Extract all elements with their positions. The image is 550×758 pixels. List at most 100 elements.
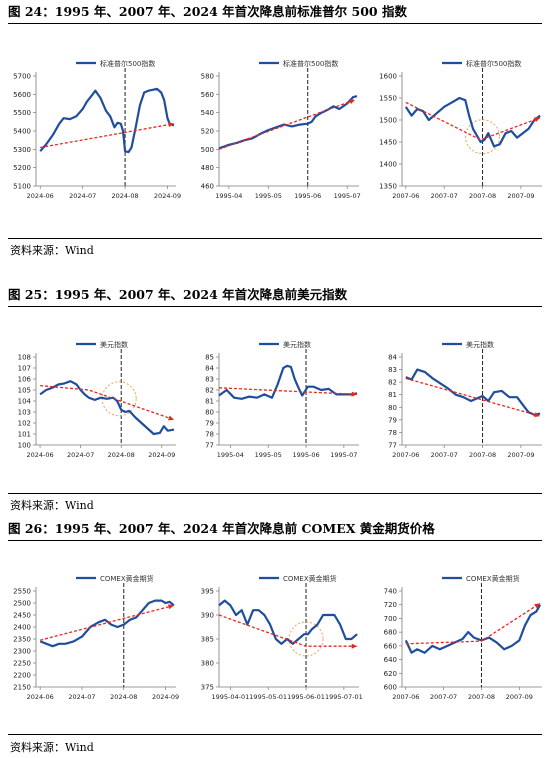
y-tick-label: 77 bbox=[388, 442, 397, 450]
trend-arrowhead bbox=[534, 603, 541, 609]
trend-arrowhead bbox=[351, 643, 358, 649]
trend-line bbox=[218, 387, 358, 396]
x-tick-label: 2024-07 bbox=[68, 693, 95, 701]
y-tick-label: 5100 bbox=[13, 183, 31, 191]
series-line bbox=[39, 599, 175, 648]
x-tick-label: 1995-04 bbox=[217, 451, 244, 459]
x-tick-label: 1995-06 bbox=[294, 192, 321, 200]
y-tick-label: 1500 bbox=[379, 117, 397, 125]
y-tick-label: 2250 bbox=[13, 660, 31, 668]
x-tick-label: 1995-05-01 bbox=[249, 693, 287, 701]
trend-line bbox=[218, 614, 358, 647]
chart-gold-2007: COMEX黄金期货 600 620 640 660 680 700 720 740 2007-06… bbox=[384, 574, 542, 701]
source-26: 资料来源：Wind bbox=[10, 741, 94, 754]
trend-arrowhead bbox=[349, 99, 356, 105]
x-tick-label: 2007-06 bbox=[392, 192, 419, 200]
y-tick-label: 80 bbox=[388, 404, 397, 412]
chart-sp500-1995: 标准普尔500指数 460 480 500 520 540 560 580 1995-04 199… bbox=[201, 59, 361, 200]
y-tick-label: 84 bbox=[388, 354, 397, 362]
y-tick-label: 660 bbox=[384, 642, 397, 650]
y-tick-label: 81 bbox=[388, 391, 397, 399]
trend-arrowhead bbox=[168, 604, 174, 610]
legend-label: COMEX黄金期货 bbox=[283, 574, 337, 583]
y-tick-label: 480 bbox=[201, 164, 214, 172]
legend-label: 标准普尔500指数 bbox=[100, 59, 155, 68]
trend-line bbox=[40, 604, 175, 641]
x-tick-label: 2024-07 bbox=[67, 451, 94, 459]
y-tick-label: 101 bbox=[18, 431, 31, 439]
x-tick-label: 2024-06 bbox=[27, 192, 54, 200]
x-tick-label: 1995-05 bbox=[255, 192, 282, 200]
x-tick-label: 2007-08 bbox=[468, 693, 495, 701]
y-tick-label: 2550 bbox=[13, 588, 31, 596]
y-tick-label: 104 bbox=[18, 398, 32, 406]
title-rule-26 bbox=[8, 540, 542, 541]
y-tick-label: 520 bbox=[201, 128, 214, 136]
series-line bbox=[404, 604, 542, 654]
trend-arrowhead bbox=[168, 415, 174, 421]
y-tick-label: 1450 bbox=[379, 139, 397, 147]
y-tick-label: 1400 bbox=[379, 161, 397, 169]
source-25: 资料来源：Wind bbox=[10, 499, 94, 512]
legend-label: 标准普尔500指数 bbox=[466, 59, 521, 68]
y-tick-label: 385 bbox=[201, 636, 214, 644]
x-tick-label: 2024-09 bbox=[152, 693, 179, 701]
x-tick-label: 1995-07-01 bbox=[325, 693, 363, 701]
highlight-circle bbox=[288, 621, 324, 657]
y-tick-label: 82 bbox=[388, 379, 397, 387]
y-tick-label: 540 bbox=[201, 109, 214, 117]
y-tick-label: 105 bbox=[18, 387, 31, 395]
x-tick-label: 2007-07 bbox=[431, 451, 458, 459]
series-line bbox=[218, 95, 358, 150]
source-rule-26 bbox=[8, 734, 542, 735]
y-tick-label: 375 bbox=[201, 684, 214, 692]
series-line bbox=[39, 87, 175, 154]
y-tick-label: 5600 bbox=[13, 91, 31, 99]
y-tick-label: 78 bbox=[205, 431, 214, 439]
chart-usd-2007: 美元指数 77 78 79 80 81 82 83 84 2007-06 2007-07 2007-0… bbox=[388, 340, 542, 459]
y-tick-label: 560 bbox=[201, 91, 214, 99]
y-tick-label: 5200 bbox=[13, 164, 31, 172]
figure-26-title: 图 26：1995 年、2007 年、2024 年首次降息前 COMEX 黄金期… bbox=[8, 521, 435, 536]
y-tick-label: 79 bbox=[205, 420, 214, 428]
y-tick-label: 102 bbox=[18, 420, 31, 428]
y-tick-label: 2300 bbox=[13, 648, 31, 656]
x-tick-label: 2007-06 bbox=[392, 693, 419, 701]
y-tick-label: 85 bbox=[205, 354, 214, 362]
trend-line bbox=[405, 602, 541, 645]
x-tick-label: 2024-06 bbox=[26, 451, 53, 459]
x-tick-label: 1995-06 bbox=[292, 451, 319, 459]
x-tick-label: 2024-08 bbox=[110, 693, 137, 701]
y-tick-label: 103 bbox=[18, 409, 31, 417]
x-tick-label: 1995-06-01 bbox=[287, 693, 325, 701]
series-line bbox=[218, 364, 358, 400]
y-tick-label: 2450 bbox=[13, 612, 31, 620]
legend-label: COMEX黄金期货 bbox=[100, 574, 154, 583]
chart-usd-1995: 美元指数 77 78 79 80 81 82 83 84 85 1995-04 1995-05 1995… bbox=[205, 340, 359, 459]
x-tick-label: 2007-09 bbox=[506, 693, 533, 701]
y-tick-label: 78 bbox=[388, 429, 397, 437]
x-tick-label: 2024-07 bbox=[69, 192, 96, 200]
source-rule-25 bbox=[8, 493, 542, 494]
x-tick-label: 1995-04-01 bbox=[211, 693, 249, 701]
legend-label: COMEX黄金期货 bbox=[466, 574, 520, 583]
x-tick-label: 2007-08 bbox=[469, 451, 496, 459]
chart-usd-2024: 美元指数 100 101 102 103 104 105 106 107 108 2024-06 20… bbox=[18, 340, 176, 459]
y-tick-label: 620 bbox=[384, 670, 397, 678]
y-tick-label: 2200 bbox=[13, 672, 31, 680]
title-rule-25 bbox=[8, 306, 542, 307]
chart-sp500-2024: 标准普尔500指数 5100 5200 5300 5400 5500 5600 5700 202… bbox=[13, 59, 181, 200]
trend-arrowhead bbox=[351, 391, 358, 397]
y-tick-label: 380 bbox=[201, 660, 214, 668]
legend-label: 美元指数 bbox=[100, 340, 128, 349]
y-tick-label: 2500 bbox=[13, 600, 31, 608]
y-tick-label: 600 bbox=[384, 684, 397, 692]
trend-arrowhead bbox=[168, 122, 174, 128]
y-tick-label: 83 bbox=[388, 366, 397, 374]
y-tick-label: 1550 bbox=[379, 95, 397, 103]
y-tick-label: 2400 bbox=[13, 624, 31, 632]
y-tick-label: 5400 bbox=[13, 128, 31, 136]
y-tick-label: 500 bbox=[201, 146, 214, 154]
highlight-circle bbox=[465, 119, 501, 155]
y-tick-label: 83 bbox=[205, 376, 214, 384]
